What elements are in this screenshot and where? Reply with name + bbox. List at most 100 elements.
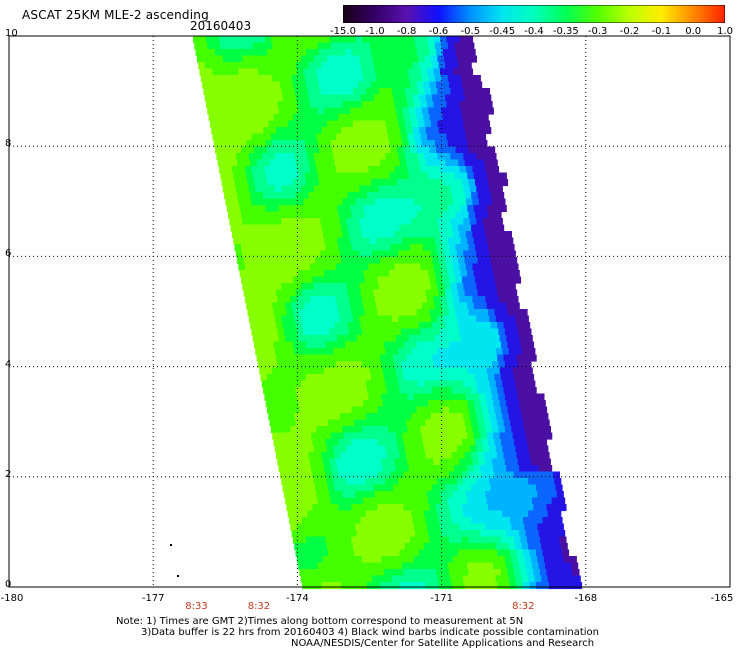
swath-cell [495, 218, 503, 226]
swath-cell [284, 68, 292, 76]
swath-cell [529, 549, 537, 557]
swath-cell [445, 257, 453, 265]
swath-cell [306, 406, 314, 414]
swath-cell [246, 205, 254, 213]
swath-cell [303, 231, 311, 239]
swath-cell [430, 55, 438, 63]
swath-cell [294, 543, 302, 551]
swath-cell [369, 465, 377, 473]
swath-cell [450, 575, 458, 583]
swath-cell [346, 88, 354, 96]
swath-cell [291, 302, 299, 310]
swath-cell [367, 127, 375, 135]
swath-cell [222, 120, 230, 128]
swath-cell [360, 354, 368, 362]
swath-cell [351, 146, 359, 154]
swath-cell [328, 452, 336, 460]
swath-cell [445, 289, 453, 297]
swath-map[interactable] [0, 0, 740, 600]
swath-cell [495, 543, 503, 551]
swath-cell [294, 153, 302, 161]
swath-cell [555, 484, 563, 492]
swath-cell [302, 354, 310, 362]
swath-cell [454, 107, 462, 115]
swath-cell [424, 283, 432, 291]
swath-cell [429, 114, 437, 122]
swath-cell [295, 517, 303, 525]
swath-cell [406, 224, 414, 232]
swath-cell [343, 562, 351, 570]
swath-cell [469, 478, 477, 486]
swath-cell [387, 361, 395, 369]
swath-cell [350, 107, 358, 115]
swath-cell [289, 159, 297, 167]
swath-cell [446, 263, 454, 271]
swath-cell [247, 146, 255, 154]
swath-cell [423, 244, 431, 252]
swath-cell [273, 81, 281, 89]
swath-cell [404, 153, 412, 161]
swath-cell [451, 127, 459, 135]
swath-cell [422, 569, 430, 577]
swath-cell [508, 380, 516, 388]
swath-cell [337, 335, 345, 343]
swath-cell [270, 361, 278, 369]
swath-cell [546, 504, 554, 512]
swath-cell [312, 179, 320, 187]
swath-cell [282, 387, 290, 395]
swath-cell [464, 322, 472, 330]
swath-cell [208, 114, 216, 122]
swath-cell [446, 198, 454, 206]
swath-cell [463, 543, 471, 551]
swath-cell [356, 205, 364, 213]
swath-cell [389, 205, 397, 213]
swath-cell [213, 75, 221, 83]
swath-cell [330, 75, 338, 83]
swath-cell [468, 309, 476, 317]
swath-cell [395, 367, 403, 375]
swath-cell [293, 49, 301, 57]
swath-cell [219, 101, 227, 109]
swath-cell [274, 55, 282, 63]
swath-cell [320, 575, 328, 583]
swath-cell [485, 263, 493, 271]
swath-cell [278, 42, 286, 50]
swath-cell [455, 309, 463, 317]
swath-cell [361, 491, 369, 499]
swath-cell [532, 400, 540, 408]
swath-cell [480, 107, 488, 115]
swath-cell [246, 140, 254, 148]
swath-cell [460, 465, 468, 473]
swath-cell [473, 140, 481, 148]
swath-cell [458, 62, 466, 70]
swath-cell [412, 484, 420, 492]
swath-cell [346, 510, 354, 518]
swath-cell [272, 140, 280, 148]
swath-cell [415, 237, 423, 245]
swath-cell [508, 510, 516, 518]
swath-cell [307, 283, 315, 291]
swath-cell [320, 250, 328, 258]
swath-cell [234, 244, 242, 252]
swath-cell [433, 133, 441, 141]
swath-cell [273, 276, 281, 284]
swath-cell [276, 224, 284, 232]
swath-cell [268, 153, 276, 161]
swath-cell [296, 556, 304, 564]
swath-cell [463, 250, 471, 258]
swath-cell [433, 393, 441, 401]
swath-cell [342, 231, 350, 239]
swath-cell [290, 133, 298, 141]
swath-cell [346, 380, 354, 388]
swath-cell [439, 263, 447, 271]
swath-cell [474, 504, 482, 512]
swath-cell [203, 88, 211, 96]
swath-cell [263, 159, 271, 167]
swath-cell [506, 465, 514, 473]
swath-cell [328, 62, 336, 70]
swath-cell [439, 491, 447, 499]
swath-cell [419, 549, 427, 557]
swath-cell [373, 582, 381, 590]
swath-cell [476, 185, 484, 193]
swath-cell [477, 224, 485, 232]
